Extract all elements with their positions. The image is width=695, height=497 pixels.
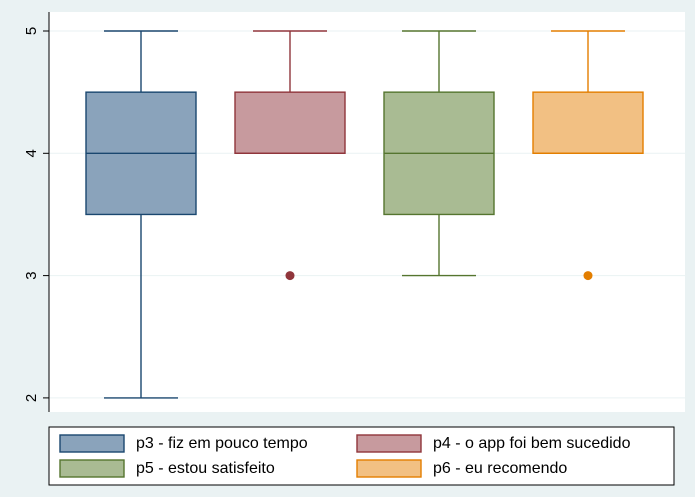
legend: p3 - fiz em pouco tempo p4 - o app foi be… — [48, 426, 675, 486]
outlier-point — [285, 271, 295, 281]
legend-label-2: p4 - o app foi bem sucedido — [433, 435, 631, 452]
legend-swatch-3 — [59, 459, 125, 478]
legend-label-1: p3 - fiz em pouco tempo — [136, 435, 308, 452]
legend-label-4: p6 - eu recomendo — [433, 460, 567, 477]
box-series-1 — [85, 30, 197, 399]
y-tick-label-3: 3 — [23, 271, 40, 279]
iqr-box — [234, 91, 346, 155]
legend-swatch-4 — [356, 459, 422, 478]
y-tick-label-2: 2 — [23, 394, 40, 402]
y-tick-label-4: 4 — [23, 149, 40, 157]
iqr-box — [532, 91, 644, 155]
legend-swatch-2 — [356, 434, 422, 453]
y-axis: 2 3 4 5 — [23, 27, 49, 402]
y-tick-label-5: 5 — [23, 27, 40, 35]
boxes — [85, 30, 644, 399]
legend-label-3: p5 - estou satisfeito — [136, 460, 275, 477]
box-series-2 — [234, 30, 346, 281]
outlier-point — [583, 271, 593, 281]
box-series-3 — [383, 30, 495, 277]
legend-swatch-1 — [59, 434, 125, 453]
box-series-4 — [532, 30, 644, 281]
